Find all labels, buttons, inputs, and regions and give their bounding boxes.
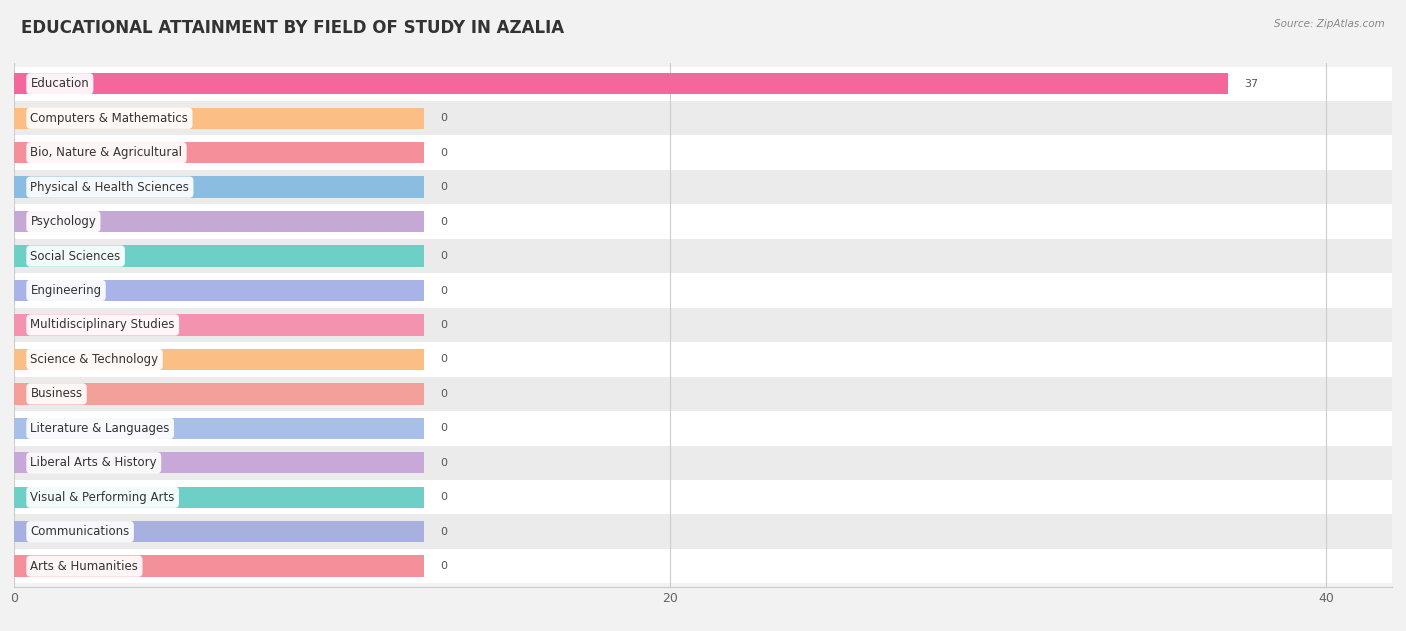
Bar: [14, 280, 425, 301]
Bar: [14, 107, 425, 129]
Text: Source: ZipAtlas.com: Source: ZipAtlas.com: [1274, 19, 1385, 29]
Text: Liberal Arts & History: Liberal Arts & History: [31, 456, 157, 469]
Text: Arts & Humanities: Arts & Humanities: [31, 560, 138, 573]
Text: Bio, Nature & Agricultural: Bio, Nature & Agricultural: [31, 146, 183, 159]
Bar: [14, 487, 425, 508]
Text: Multidisciplinary Studies: Multidisciplinary Studies: [31, 319, 174, 331]
Text: Engineering: Engineering: [31, 284, 101, 297]
Bar: [14, 555, 425, 577]
Bar: [14, 514, 1392, 549]
Bar: [14, 383, 425, 404]
Text: Social Sciences: Social Sciences: [31, 249, 121, 262]
Bar: [14, 66, 1392, 101]
Bar: [14, 204, 1392, 239]
Bar: [14, 411, 1392, 445]
Bar: [14, 245, 425, 267]
Bar: [14, 308, 1392, 342]
Bar: [14, 101, 1392, 136]
Bar: [14, 239, 1392, 273]
Bar: [14, 480, 1392, 514]
Bar: [14, 349, 425, 370]
Text: EDUCATIONAL ATTAINMENT BY FIELD OF STUDY IN AZALIA: EDUCATIONAL ATTAINMENT BY FIELD OF STUDY…: [21, 19, 564, 37]
Bar: [14, 549, 1392, 584]
Text: 0: 0: [440, 148, 447, 158]
Text: 37: 37: [1244, 79, 1258, 89]
Text: Visual & Performing Arts: Visual & Performing Arts: [31, 491, 174, 504]
Text: 0: 0: [440, 457, 447, 468]
Bar: [14, 142, 425, 163]
Text: Computers & Mathematics: Computers & Mathematics: [31, 112, 188, 125]
Text: 0: 0: [440, 389, 447, 399]
Text: Science & Technology: Science & Technology: [31, 353, 159, 366]
Text: 0: 0: [440, 285, 447, 295]
Text: 0: 0: [440, 527, 447, 537]
Bar: [14, 177, 425, 198]
Text: Psychology: Psychology: [31, 215, 97, 228]
Text: 0: 0: [440, 251, 447, 261]
Text: Business: Business: [31, 387, 83, 401]
Text: 0: 0: [440, 113, 447, 123]
Text: 0: 0: [440, 216, 447, 227]
Text: 0: 0: [440, 320, 447, 330]
Bar: [14, 73, 1227, 95]
Text: 0: 0: [440, 492, 447, 502]
Bar: [14, 445, 1392, 480]
Text: 0: 0: [440, 182, 447, 192]
Text: Literature & Languages: Literature & Languages: [31, 422, 170, 435]
Text: Physical & Health Sciences: Physical & Health Sciences: [31, 180, 190, 194]
Bar: [14, 521, 425, 543]
Text: 0: 0: [440, 423, 447, 433]
Bar: [14, 377, 1392, 411]
Text: Communications: Communications: [31, 525, 129, 538]
Bar: [14, 136, 1392, 170]
Text: 0: 0: [440, 355, 447, 365]
Bar: [14, 273, 1392, 308]
Text: 0: 0: [440, 561, 447, 571]
Bar: [14, 314, 425, 336]
Text: Education: Education: [31, 77, 89, 90]
Bar: [14, 452, 425, 473]
Bar: [14, 418, 425, 439]
Bar: [14, 170, 1392, 204]
Bar: [14, 211, 425, 232]
Bar: [14, 342, 1392, 377]
